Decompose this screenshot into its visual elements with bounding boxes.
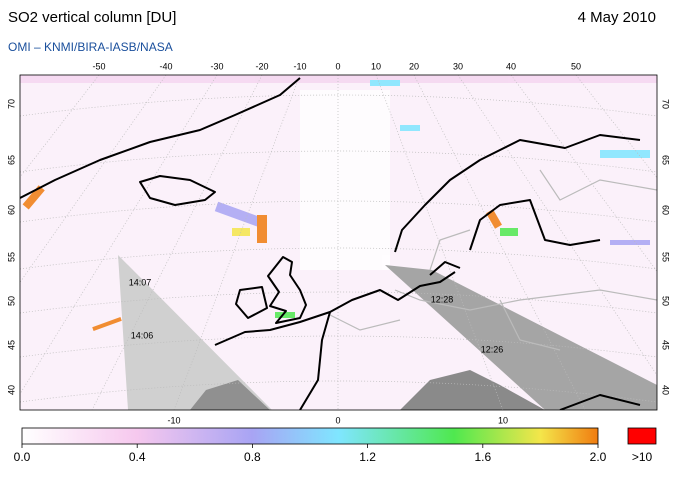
swath-west xyxy=(118,255,272,410)
colorbar-tick-label: 2.0 xyxy=(590,450,607,464)
lat-label-right: 70 xyxy=(661,99,671,109)
lon-label-bottom: 0 xyxy=(335,415,340,425)
graticule xyxy=(20,75,657,410)
lat-label-left: 60 xyxy=(6,205,16,215)
lon-label-top: -20 xyxy=(255,61,268,71)
overpass-time: 12:26 xyxy=(481,344,504,354)
lon-label-top: 20 xyxy=(409,61,419,71)
swath-east xyxy=(385,265,657,410)
lat-label-right: 45 xyxy=(661,340,671,350)
overpass-time: 14:07 xyxy=(129,277,152,287)
meridian xyxy=(457,75,657,376)
colorbar-tick-label: 0.4 xyxy=(129,450,146,464)
coast-europe xyxy=(214,134,641,346)
credit: OMI – KNMI/BIRA-IASB/NASA xyxy=(8,40,173,54)
lat-label-left: 40 xyxy=(6,385,16,395)
borders xyxy=(329,169,657,351)
map-frame xyxy=(19,74,658,411)
lon-label-bottom: -10 xyxy=(167,415,180,425)
coast-greenland xyxy=(20,77,301,199)
lat-label-left: 50 xyxy=(6,296,16,306)
lon-label-top: -40 xyxy=(159,61,172,71)
lon-label-top: 10 xyxy=(371,61,381,71)
coast-iceland xyxy=(139,175,216,206)
colorbar xyxy=(21,427,599,445)
parallel xyxy=(20,200,657,223)
lat-label-left: 55 xyxy=(6,252,16,262)
date: 4 May 2010 xyxy=(578,9,656,26)
colorbar-overflow xyxy=(627,427,657,445)
lon-label-top: 40 xyxy=(506,61,516,71)
lat-label-right: 40 xyxy=(661,385,671,395)
coast-britain xyxy=(267,256,307,324)
meridian xyxy=(510,75,657,273)
lon-label-top: -30 xyxy=(210,61,223,71)
lat-label-right: 50 xyxy=(661,296,671,306)
lat-label-left: 65 xyxy=(6,155,16,165)
lon-label-bottom: 10 xyxy=(498,415,508,425)
parallel xyxy=(20,94,657,117)
colorbar-tick-label: 0.8 xyxy=(244,450,261,464)
coast-south xyxy=(299,311,641,410)
lat-label-left: 45 xyxy=(6,340,16,350)
parallel xyxy=(20,150,657,173)
lon-label-top: -10 xyxy=(293,61,306,71)
colorbar-tick-label: 1.2 xyxy=(359,450,376,464)
colorbar-tick-label: 0.0 xyxy=(14,450,31,464)
lon-label-top: 50 xyxy=(571,61,581,71)
meridian xyxy=(20,75,167,283)
lon-label-top: -50 xyxy=(92,61,105,71)
lat-label-right: 60 xyxy=(661,205,671,215)
lat-label-right: 55 xyxy=(661,252,671,262)
lat-label-right: 65 xyxy=(661,155,671,165)
overpass-time: 12:28 xyxy=(431,294,454,304)
swath-overlap-east xyxy=(400,370,545,410)
lat-label-left: 70 xyxy=(6,99,16,109)
parallel xyxy=(20,247,657,270)
title: SO2 vertical column [DU] xyxy=(8,9,176,26)
overflow-label: >10 xyxy=(632,450,653,464)
coast-ireland xyxy=(235,286,268,319)
parallel xyxy=(20,335,657,358)
swath-overlap xyxy=(190,380,270,410)
map xyxy=(20,75,657,410)
colorbar-tick-label: 1.6 xyxy=(474,450,491,464)
parallel xyxy=(20,291,657,314)
overpass-time: 14:06 xyxy=(131,330,154,340)
parallel xyxy=(20,380,657,403)
so2-streaks xyxy=(20,75,657,332)
lon-label-top: 0 xyxy=(335,61,340,71)
lon-label-top: 30 xyxy=(453,61,463,71)
